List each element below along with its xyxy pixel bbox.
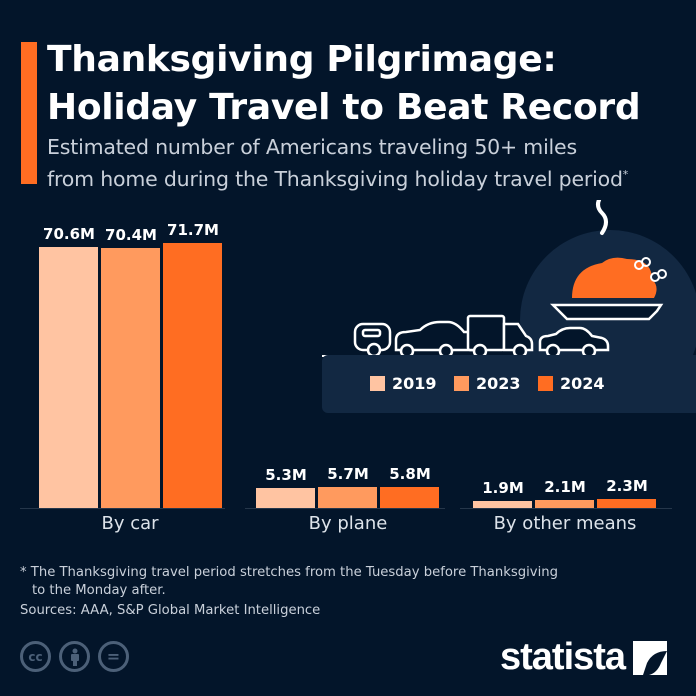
truck-icon xyxy=(466,314,534,359)
legend-swatch-2023 xyxy=(454,376,469,391)
footnote-line-2: to the Monday after. xyxy=(32,583,166,598)
statista-logo[interactable]: statista xyxy=(500,636,668,679)
legend-label: 2024 xyxy=(560,374,605,393)
footnote-line-1: * The Thanksgiving travel period stretch… xyxy=(20,565,558,580)
nd-glyph: = xyxy=(106,647,121,666)
title-line-1: Thanksgiving Pilgrimage: xyxy=(47,39,557,80)
platter-icon xyxy=(549,303,664,321)
bar-2024 xyxy=(163,243,222,508)
no-derivatives-icon[interactable]: = xyxy=(98,641,129,672)
legend-item-2024: 2024 xyxy=(538,374,605,393)
legend-swatch-2019 xyxy=(370,376,385,391)
trailer-icon xyxy=(353,322,392,358)
bar-2023 xyxy=(535,500,594,508)
legend-item-2019: 2019 xyxy=(370,374,437,393)
value-label: 5.3M xyxy=(265,466,307,485)
steam-icon xyxy=(596,200,608,235)
value-label: 2.3M xyxy=(606,477,648,496)
category-label-other: By other means xyxy=(493,513,637,534)
bar-2019 xyxy=(473,500,532,508)
baseline-other xyxy=(460,508,672,509)
value-label: 70.6M xyxy=(43,225,95,244)
bar-2023 xyxy=(101,247,160,508)
attribution-icon[interactable] xyxy=(59,641,90,672)
bar-2023 xyxy=(318,486,377,508)
value-label: 1.9M xyxy=(482,478,524,497)
category-label-car: By car xyxy=(101,513,159,534)
value-label: 70.4M xyxy=(105,225,157,244)
title-line-2: Holiday Travel to Beat Record xyxy=(47,87,641,128)
legend-swatch-2024 xyxy=(538,376,553,391)
baseline-plane xyxy=(245,508,445,509)
chart-title: Thanksgiving Pilgrimage: Holiday Travel … xyxy=(47,36,641,132)
value-label: 71.7M xyxy=(167,221,219,239)
person-icon xyxy=(70,648,79,666)
legend-item-2023: 2023 xyxy=(454,374,521,393)
brand-wordmark: statista xyxy=(500,636,626,678)
footnote: * The Thanksgiving travel period stretch… xyxy=(20,564,558,600)
sources: Sources: AAA, S&P Global Market Intellig… xyxy=(20,603,321,618)
cc-icon[interactable]: cc xyxy=(20,641,51,672)
subtitle-line-2: from home during the Thanksgiving holida… xyxy=(47,161,628,193)
drumstick-icon xyxy=(634,257,667,282)
subtitle-line-2-text: from home during the Thanksgiving holida… xyxy=(47,166,623,191)
legend-label: 2019 xyxy=(392,374,437,393)
value-label: 2.1M xyxy=(544,478,586,497)
sedan-icon xyxy=(538,326,610,359)
subtitle-line-1: Estimated number of Americans traveling … xyxy=(47,135,577,159)
statista-mark-icon xyxy=(633,640,668,675)
bar-2024 xyxy=(380,486,439,508)
bar-2019 xyxy=(39,247,98,508)
license-icons[interactable]: cc = xyxy=(20,641,129,672)
cc-glyph: cc xyxy=(28,649,43,664)
value-label: 5.8M xyxy=(389,464,431,483)
bar-2024 xyxy=(597,499,656,508)
legend: 2019 2023 2024 xyxy=(322,355,696,413)
chart-subtitle: Estimated number of Americans traveling … xyxy=(47,134,628,193)
baseline-car xyxy=(20,508,225,509)
legend-label: 2023 xyxy=(476,374,521,393)
bar-2019 xyxy=(256,488,315,508)
travel-illustration xyxy=(322,200,696,360)
title-accent-bar xyxy=(21,42,37,184)
category-label-plane: By plane xyxy=(308,513,388,534)
footnote-marker: * xyxy=(622,168,629,181)
value-label: 5.7M xyxy=(327,464,369,483)
